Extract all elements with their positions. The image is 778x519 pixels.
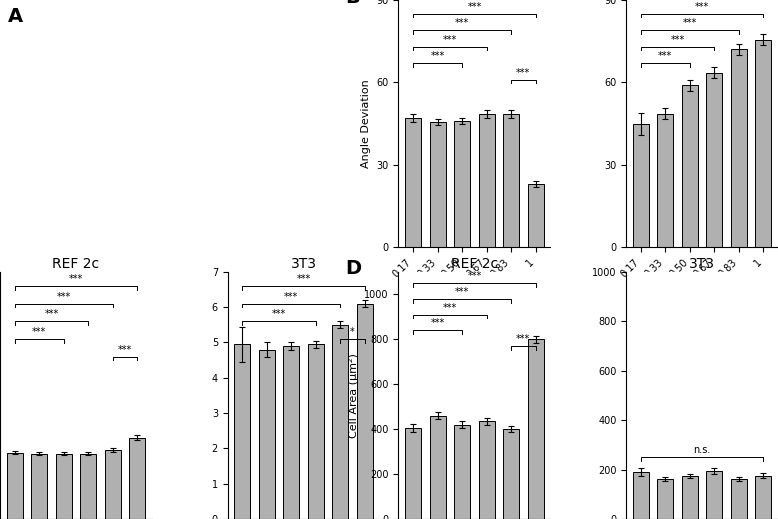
Text: ***: *** <box>32 327 47 337</box>
Text: D: D <box>345 260 362 279</box>
Bar <box>503 114 519 247</box>
Bar <box>633 472 649 519</box>
Bar <box>429 416 446 519</box>
Bar <box>657 114 673 247</box>
X-axis label: Normalized Distance
from Center: Normalized Distance from Center <box>416 285 532 306</box>
Text: ***: *** <box>468 2 482 12</box>
Text: *: * <box>350 327 355 337</box>
Text: ***: *** <box>57 292 71 302</box>
Text: ***: *** <box>443 303 457 312</box>
Bar <box>405 428 421 519</box>
Text: ***: *** <box>44 309 58 319</box>
Title: 3T3: 3T3 <box>689 257 715 271</box>
Bar <box>633 124 649 247</box>
Text: ***: *** <box>443 35 457 45</box>
X-axis label: Normalized Distance
from Center: Normalized Distance from Center <box>644 285 760 306</box>
Bar <box>755 476 771 519</box>
Text: ***: *** <box>517 68 531 78</box>
Bar <box>682 476 698 519</box>
Bar <box>657 479 673 519</box>
Bar <box>283 346 300 519</box>
Bar <box>527 339 544 519</box>
Y-axis label: Angle Deviation: Angle Deviation <box>361 79 371 168</box>
Bar <box>357 304 373 519</box>
Bar <box>234 344 251 519</box>
Bar <box>731 49 747 247</box>
Bar <box>755 40 771 247</box>
Bar <box>405 118 421 247</box>
Bar <box>308 344 324 519</box>
Bar <box>332 325 349 519</box>
Bar <box>503 429 519 519</box>
Bar <box>80 454 96 519</box>
Text: ***: *** <box>272 309 286 319</box>
Bar <box>731 479 747 519</box>
Bar <box>56 454 72 519</box>
Text: ***: *** <box>671 35 685 45</box>
Title: 3T3: 3T3 <box>291 257 317 271</box>
Title: REF 2c: REF 2c <box>450 257 498 271</box>
Text: ***: *** <box>455 287 469 297</box>
Bar <box>31 454 47 519</box>
Bar <box>527 184 544 247</box>
Bar <box>129 438 145 519</box>
Text: ***: *** <box>284 292 299 302</box>
Text: ***: *** <box>68 274 83 284</box>
Text: n.s.: n.s. <box>693 445 711 455</box>
Text: ***: *** <box>430 319 445 329</box>
Text: ***: *** <box>296 274 310 284</box>
Bar <box>7 453 23 519</box>
Text: ***: *** <box>658 51 672 61</box>
Text: ***: *** <box>517 334 531 344</box>
Text: A: A <box>8 7 23 26</box>
Bar <box>454 121 470 247</box>
Bar <box>478 114 495 247</box>
Text: ***: *** <box>683 18 697 29</box>
Text: ***: *** <box>695 2 710 12</box>
Bar <box>682 85 698 247</box>
Text: ***: *** <box>117 345 132 355</box>
Bar <box>454 425 470 519</box>
Bar <box>105 450 121 519</box>
Text: ***: *** <box>468 271 482 281</box>
Y-axis label: Cell Area (μm²): Cell Area (μm²) <box>349 353 359 438</box>
Bar <box>478 421 495 519</box>
Title: REF 2c: REF 2c <box>52 257 100 271</box>
Bar <box>259 349 275 519</box>
Text: B: B <box>345 0 360 7</box>
Bar <box>706 471 722 519</box>
Text: ***: *** <box>455 18 469 29</box>
Bar <box>706 73 722 247</box>
Text: ***: *** <box>430 51 445 61</box>
Bar <box>429 122 446 247</box>
